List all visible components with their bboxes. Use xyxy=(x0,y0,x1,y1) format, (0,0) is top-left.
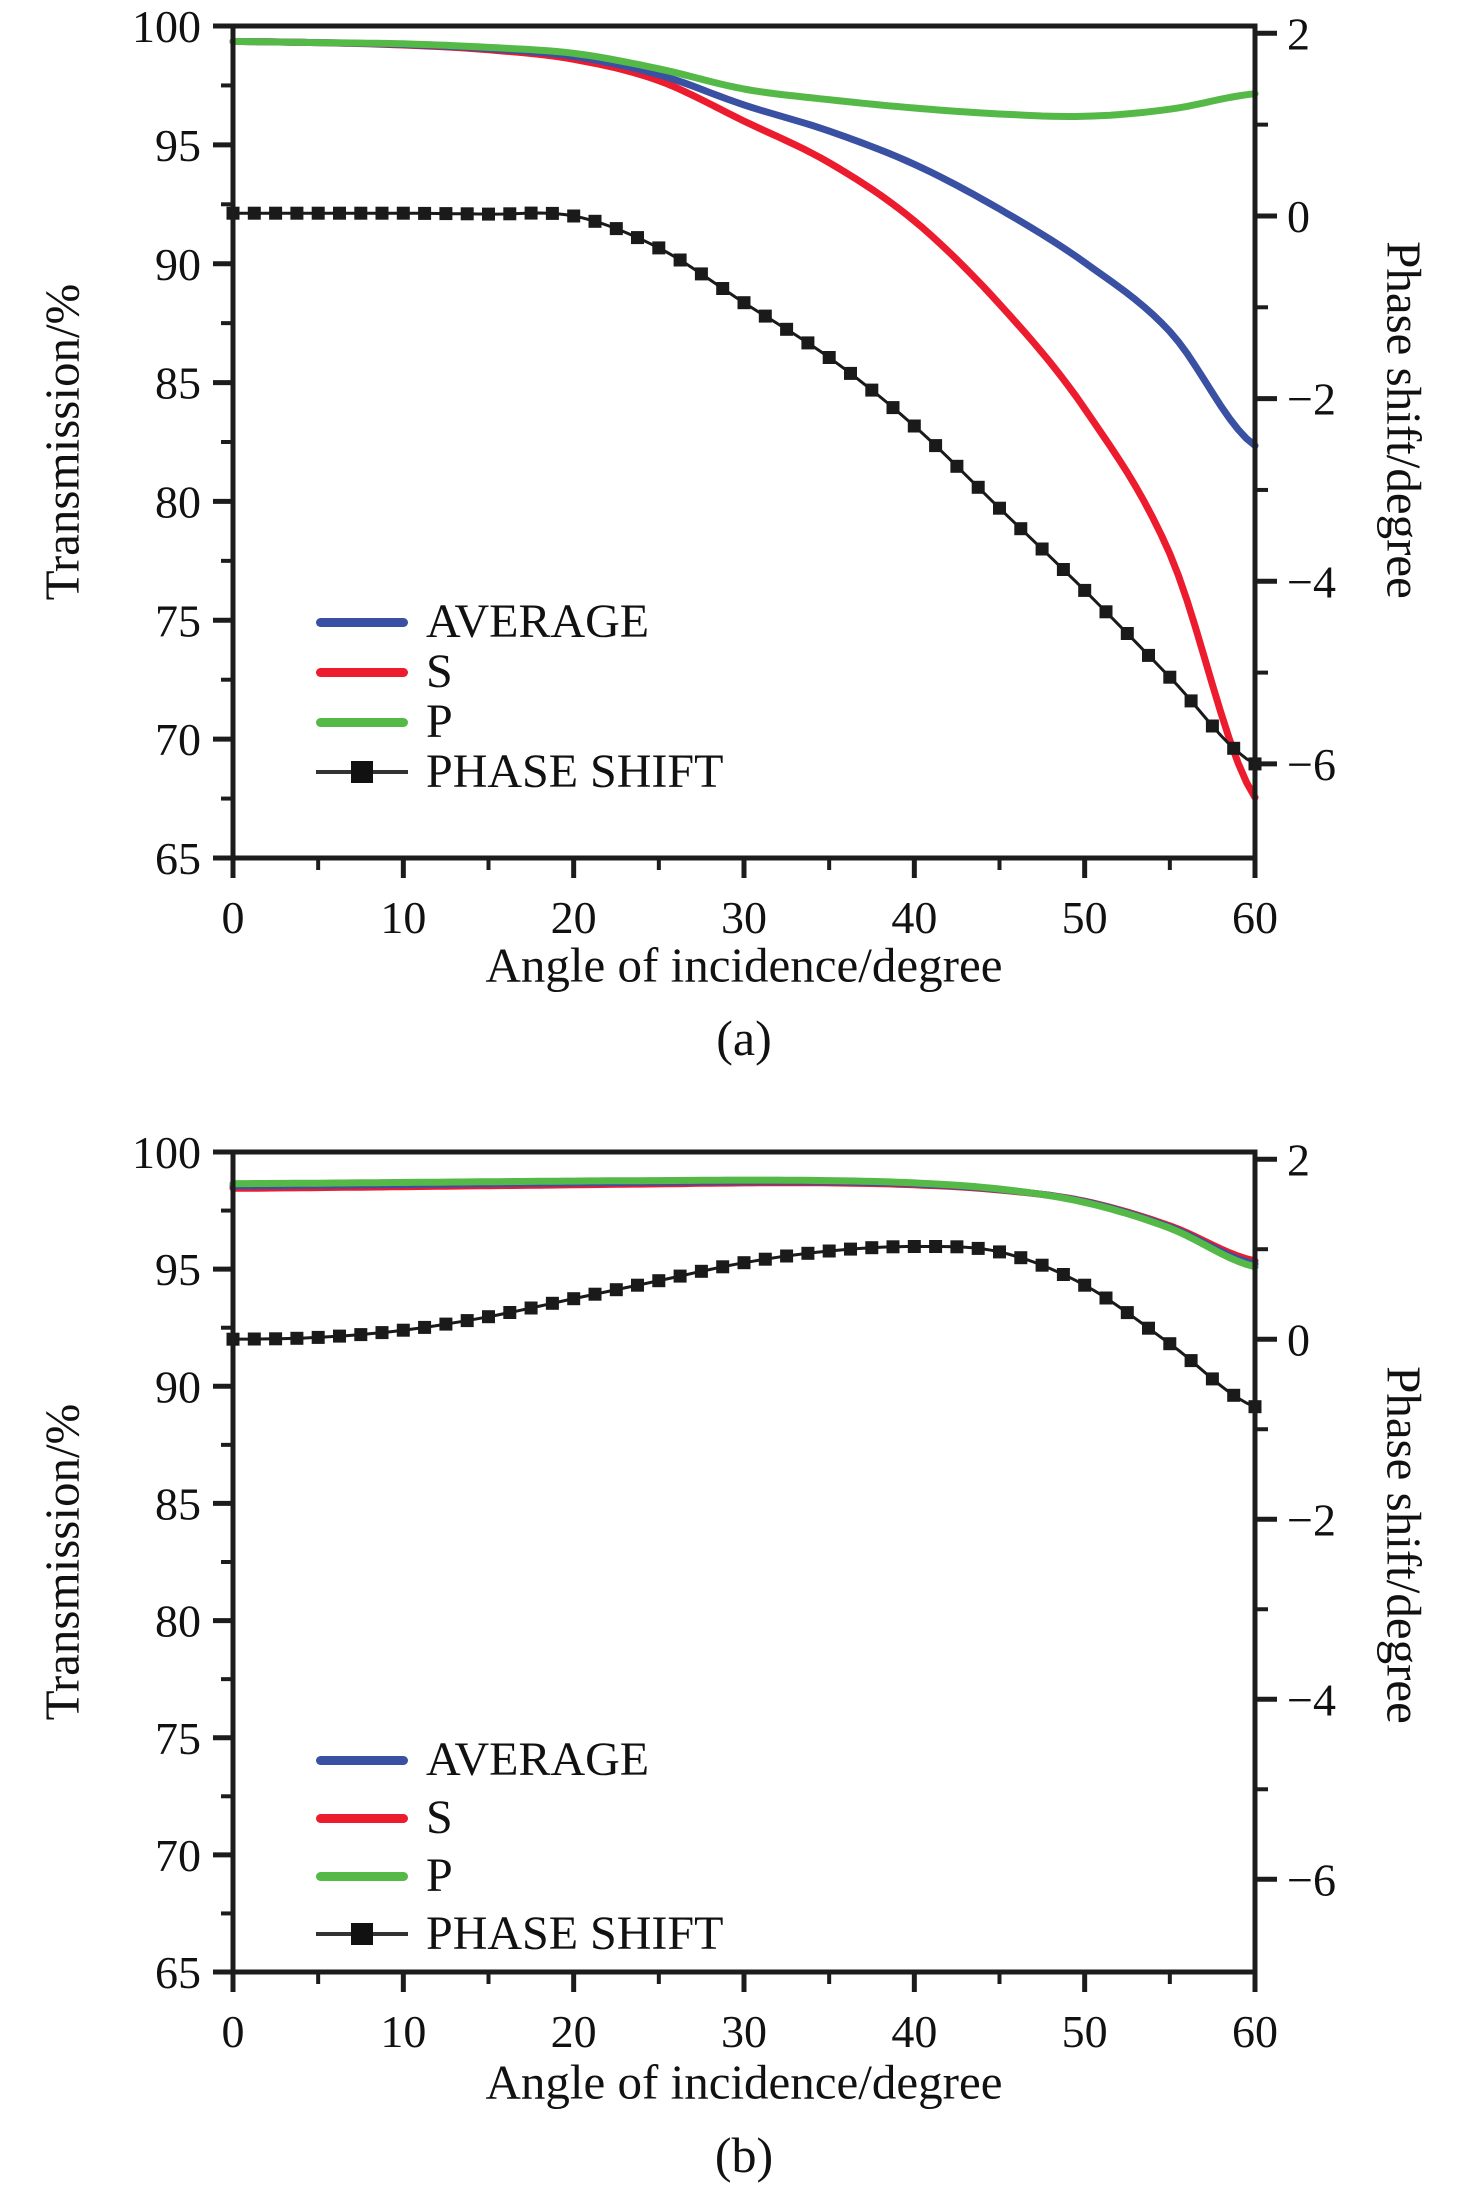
series-line-p-a xyxy=(229,38,1259,120)
phase-shift-marker-swatch xyxy=(316,761,408,783)
legend-b: AVERAGE S P PHASE SHIFT xyxy=(316,1731,723,1963)
series-line-average-b xyxy=(229,1178,1259,1268)
s-line-swatch xyxy=(316,1813,408,1823)
x-tick-label-a: 60 xyxy=(1232,892,1278,943)
y-left-tick-label-a: 70 xyxy=(155,714,201,765)
x-tick-label-b: 50 xyxy=(1062,2006,1108,2057)
legend-item-s: S xyxy=(316,647,723,697)
s-line-swatch xyxy=(316,667,408,677)
axis-ticks-b xyxy=(213,1149,1277,1992)
y-left-tick-label-b: 70 xyxy=(155,1830,201,1881)
series-markers-phase-shift-a xyxy=(226,206,1262,771)
y-right-tick-label-a: −6 xyxy=(1287,739,1336,790)
y-left-tick-label-b: 65 xyxy=(155,1947,201,1998)
y-left-tick-label-a: 100 xyxy=(132,1,201,52)
legend-label-p: P xyxy=(426,695,453,748)
phase-shift-marker-swatch xyxy=(316,1923,408,1945)
p-line-swatch xyxy=(316,717,408,727)
x-tick-label-a: 40 xyxy=(891,892,937,943)
x-axis-title-b: Angle of incidence/degree xyxy=(485,2054,1003,2110)
plot-area-a xyxy=(226,38,1262,801)
y-right-tick-label-b: 2 xyxy=(1287,1134,1310,1185)
x-tick-label-b: 0 xyxy=(222,2006,245,2057)
y-axis-title-left-a: Transmission/% xyxy=(34,283,90,601)
x-tick-label-b: 20 xyxy=(551,2006,597,2057)
x-tick-label-b: 60 xyxy=(1232,2006,1278,2057)
series-line-average-a xyxy=(229,38,1259,450)
y-left-tick-label-a: 95 xyxy=(155,120,201,171)
legend-label-p: P xyxy=(426,1849,453,1902)
y-left-tick-label-a: 85 xyxy=(155,358,201,409)
x-tick-label-a: 20 xyxy=(551,892,597,943)
y-left-tick-label-b: 100 xyxy=(132,1127,201,1178)
legend-label-average: AVERAGE xyxy=(426,595,650,648)
series-markers-phase-shift-b xyxy=(226,1240,1262,1414)
y-left-tick-label-a: 65 xyxy=(155,833,201,884)
y-left-tick-label-b: 75 xyxy=(155,1713,201,1764)
legend-label-phase-shift: PHASE SHIFT xyxy=(426,1907,724,1960)
legend-label-average: AVERAGE xyxy=(426,1733,650,1786)
y-axis-title-right-b: Phase shift/degree xyxy=(1376,1366,1432,1724)
legend-item-p: P xyxy=(316,1847,723,1905)
plot-area-b xyxy=(226,1176,1262,1414)
legend-a: AVERAGE S P PHASE SHIFT xyxy=(316,597,723,797)
legend-label-phase-shift: PHASE SHIFT xyxy=(426,745,724,798)
y-right-tick-label-a: 2 xyxy=(1287,8,1310,59)
y-right-tick-label-b: 0 xyxy=(1287,1314,1310,1365)
y-right-tick-label-a: −2 xyxy=(1287,374,1336,425)
y-left-tick-label-b: 90 xyxy=(155,1361,201,1412)
axis-ticks-a xyxy=(213,23,1277,878)
x-tick-label-b: 30 xyxy=(721,2006,767,2057)
x-axis-title-a: Angle of incidence/degree xyxy=(485,937,1003,993)
legend-item-average: AVERAGE xyxy=(316,1731,723,1789)
legend-item-p: P xyxy=(316,697,723,747)
panel-caption-b: (b) xyxy=(714,2127,774,2183)
legend-item-phase-shift: PHASE SHIFT xyxy=(316,747,723,797)
y-left-tick-label-a: 75 xyxy=(155,595,201,646)
y-left-tick-label-b: 85 xyxy=(155,1479,201,1530)
y-left-tick-label-a: 90 xyxy=(155,239,201,290)
legend-label-s: S xyxy=(426,645,453,698)
average-line-swatch xyxy=(316,1755,408,1765)
y-left-tick-label-b: 80 xyxy=(155,1596,201,1647)
y-right-tick-label-a: 0 xyxy=(1287,191,1310,242)
p-line-swatch xyxy=(316,1871,408,1881)
series-line-s-b xyxy=(229,1179,1259,1265)
y-right-tick-label-b: −2 xyxy=(1287,1494,1336,1545)
y-axis-title-left-b: Transmission/% xyxy=(34,1403,90,1721)
x-tick-label-b: 10 xyxy=(380,2006,426,2057)
x-tick-label-a: 50 xyxy=(1062,892,1108,943)
y-left-tick-label-b: 95 xyxy=(155,1244,201,1295)
x-tick-label-b: 40 xyxy=(891,2006,937,2057)
legend-item-average: AVERAGE xyxy=(316,597,723,647)
y-left-tick-label-a: 80 xyxy=(155,477,201,528)
x-tick-label-a: 0 xyxy=(222,892,245,943)
average-line-swatch xyxy=(316,617,408,627)
y-right-tick-label-b: −4 xyxy=(1287,1674,1336,1725)
y-right-tick-label-a: −4 xyxy=(1287,556,1336,607)
panel-caption-a: (a) xyxy=(716,1010,772,1066)
legend-item-s: S xyxy=(316,1789,723,1847)
x-tick-label-a: 10 xyxy=(380,892,426,943)
legend-label-s: S xyxy=(426,1791,453,1844)
x-tick-label-a: 30 xyxy=(721,892,767,943)
y-right-tick-label-b: −6 xyxy=(1287,1854,1336,1905)
legend-item-phase-shift: PHASE SHIFT xyxy=(316,1905,723,1963)
y-axis-title-right-a: Phase shift/degree xyxy=(1376,241,1432,599)
series-line-p-b xyxy=(229,1176,1259,1271)
